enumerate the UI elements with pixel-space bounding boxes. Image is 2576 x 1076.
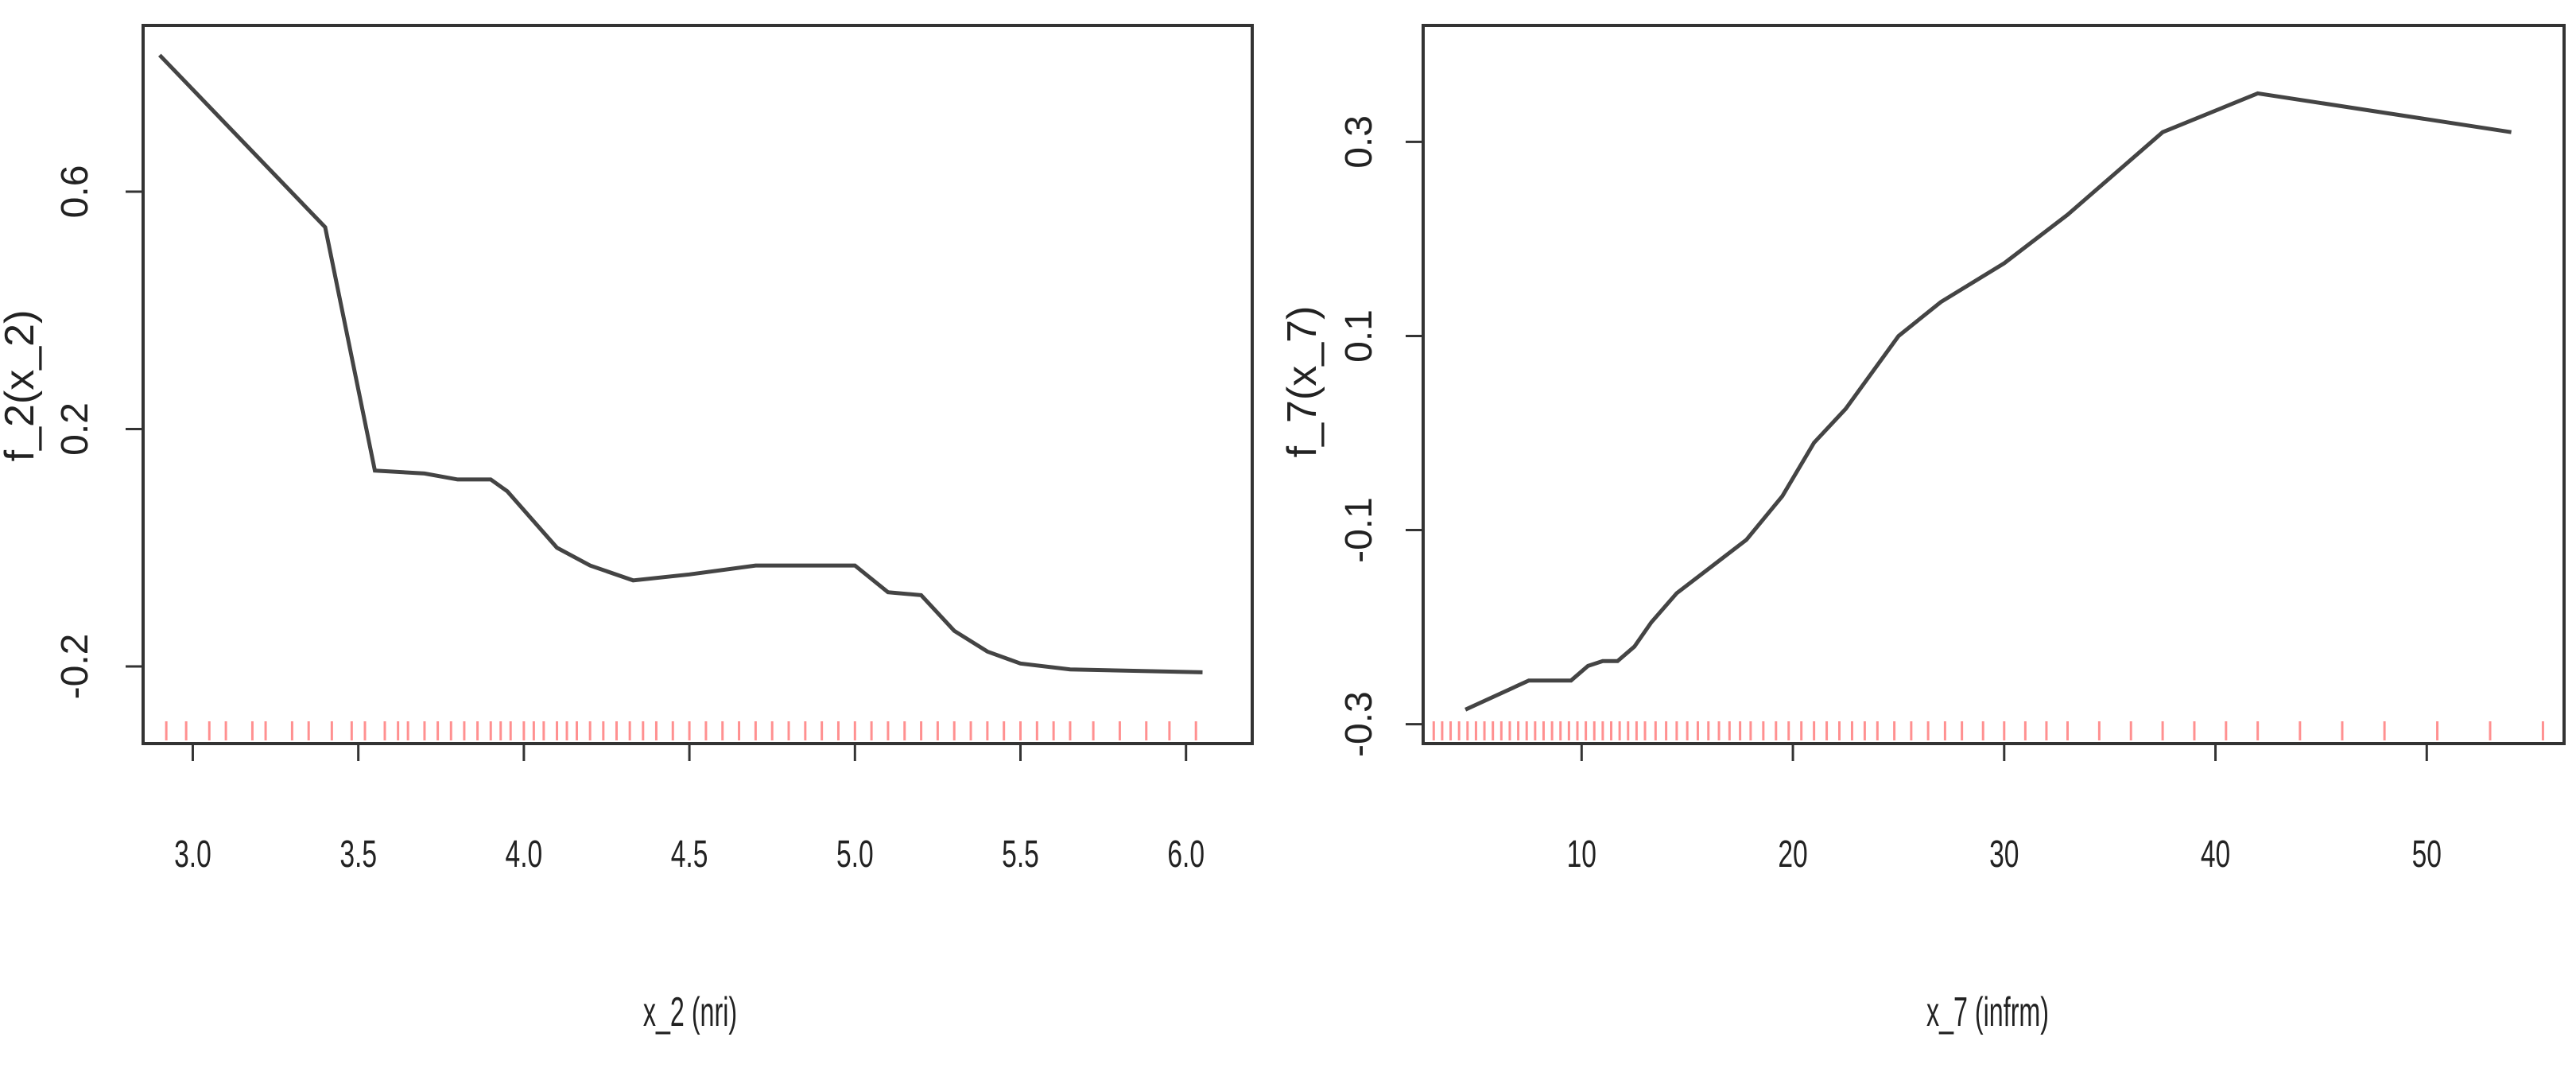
x-tick-label: 5.5	[1002, 832, 1039, 875]
x-tick-label: 5.0	[836, 832, 874, 875]
x-tick-label: 3.5	[339, 832, 377, 875]
y-axis-label-right: f_7(x_7)	[1279, 306, 1325, 458]
y-tick-label: -0.1	[1338, 497, 1380, 563]
y-tick-label: -0.2	[54, 634, 96, 700]
right-panel: 10 20 30 40 50 -0.3 -0.1 0.1 0.3 x_7 (infrm) f_…	[1279, 24, 2566, 1035]
x-tick-label: 30	[1989, 832, 2019, 875]
y-tick-label: 0.2	[54, 402, 96, 456]
plot-frame-left	[142, 24, 1254, 745]
x-axis-label-right: x_7 (infrm)	[1926, 989, 2049, 1035]
x-tick-label: 4.0	[506, 832, 543, 875]
x-tick-label: 6.0	[1167, 832, 1205, 875]
left-panel: 3.0 3.5 4.0 4.5 5.0 5.5 6.0 -0.2 0.2 0.6 x_2 (nr…	[0, 24, 1254, 1035]
y-tick-label: 0.1	[1338, 309, 1380, 363]
x-axis-label-left: x_2 (nri)	[643, 989, 737, 1035]
curve-left	[157, 53, 1203, 674]
x-tick-label: 20	[1778, 832, 1807, 875]
y-ticks-left: -0.2 0.2 0.6	[54, 165, 143, 700]
curve-right	[1465, 91, 2512, 712]
rug-marks-right	[1432, 721, 2544, 740]
x-tick-label: 50	[2412, 832, 2442, 875]
y-ticks-right: -0.3 -0.1 0.1 0.3	[1338, 115, 1423, 757]
y-axis-label-left: f_2(x_2)	[0, 310, 43, 462]
x-ticks-right: 10 20 30 40 50	[1567, 742, 2442, 875]
rug-marks-left	[165, 721, 1197, 740]
x-ticks-left: 3.0 3.5 4.0 4.5 5.0 5.5 6.0	[174, 742, 1205, 875]
y-tick-label: -0.3	[1338, 691, 1380, 757]
y-tick-label: 0.3	[1338, 115, 1380, 169]
y-tick-label: 0.6	[54, 165, 96, 219]
x-tick-label: 10	[1567, 832, 1596, 875]
x-tick-label: 4.5	[671, 832, 708, 875]
x-tick-label: 3.0	[174, 832, 211, 875]
plot-frame-right	[1422, 24, 2566, 745]
x-tick-label: 40	[2201, 832, 2230, 875]
